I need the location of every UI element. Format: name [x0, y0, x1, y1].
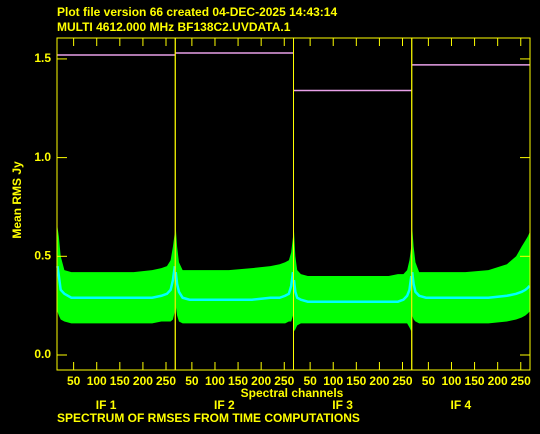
mean-line	[292, 275, 413, 303]
x-tick-label: 100	[441, 374, 461, 388]
y-tick-label: 1.0	[34, 150, 51, 164]
mean-line	[174, 271, 295, 301]
x-tick-label: 100	[87, 374, 107, 388]
x-tick-label: 250	[274, 374, 294, 388]
chart-subtitle: MULTI 4612.000 MHz BF138C2.UVDATA.1	[57, 20, 291, 34]
x-tick-label: 50	[303, 374, 317, 388]
footer: SPECTRUM OF RMSES FROM TIME COMPUTATIONS	[57, 411, 360, 425]
panel-frame	[411, 37, 531, 371]
y-tick-label: 0.5	[34, 248, 51, 262]
x-tick-label: 150	[346, 374, 366, 388]
x-tick-label: 250	[156, 374, 176, 388]
chart-title: Plot file version 66 created 04-DEC-2025…	[57, 5, 337, 19]
panel-label: IF 1	[96, 398, 117, 412]
rms-band	[412, 226, 530, 324]
rms-band	[293, 230, 412, 332]
x-tick-label: 150	[465, 374, 485, 388]
x-tick-label: 50	[422, 374, 436, 388]
x-axis-label: Spectral channels	[241, 386, 344, 400]
panel-label: IF 3	[332, 398, 353, 412]
mean-line	[410, 271, 531, 300]
x-tick-label: 100	[323, 374, 343, 388]
x-tick-label: 200	[369, 374, 389, 388]
x-tick-label: 100	[205, 374, 225, 388]
mean-line	[56, 266, 177, 300]
x-tick-label: 200	[133, 374, 153, 388]
x-tick-label: 150	[110, 374, 130, 388]
x-tick-label: 50	[185, 374, 199, 388]
x-tick-label: 200	[251, 374, 271, 388]
rms-band	[57, 226, 175, 324]
x-tick-label: 200	[488, 374, 508, 388]
x-tick-label: 250	[392, 374, 412, 388]
panel-label: IF 4	[451, 398, 472, 412]
y-tick-label: 0.0	[34, 347, 51, 361]
x-tick-label: 150	[228, 374, 248, 388]
x-tick-label: 50	[67, 374, 81, 388]
panel-label: IF 2	[214, 398, 235, 412]
y-tick-label: 1.5	[34, 51, 51, 65]
x-tick-label: 250	[511, 374, 531, 388]
y-axis-label: Mean RMS Jy	[10, 161, 24, 239]
